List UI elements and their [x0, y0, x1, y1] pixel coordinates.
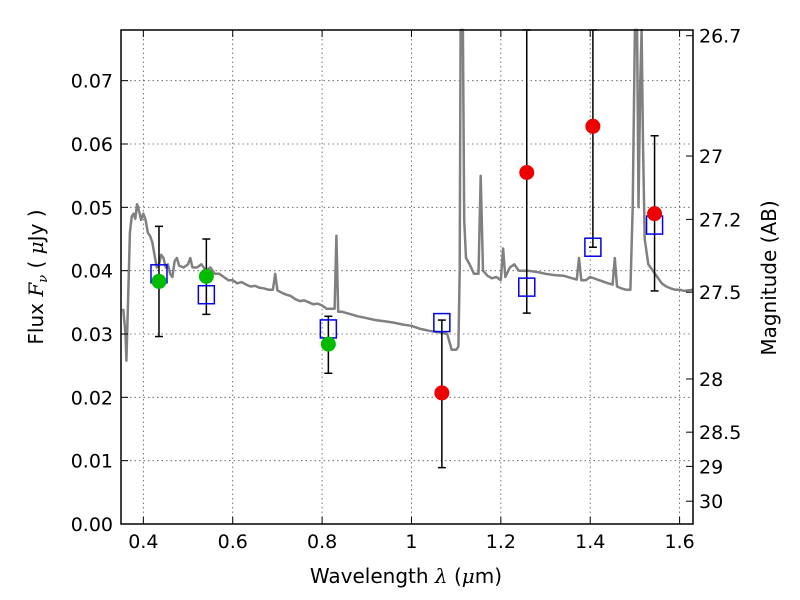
model-spectrum-line	[121, 28, 694, 362]
model-spectrum-layer	[121, 28, 694, 362]
y2-tick-label: 27.2	[699, 209, 741, 231]
x-tick-label: 1.6	[664, 531, 694, 553]
y2-tick-label: 27	[699, 146, 723, 168]
square-marker	[518, 277, 536, 297]
y2-tick-label: 29	[699, 456, 723, 478]
x-tick-label: 0.8	[307, 531, 337, 553]
y-tick-label: 0.06	[71, 134, 113, 156]
x-tick-label: 0.4	[128, 531, 158, 553]
red-point	[519, 165, 535, 180]
square-marker	[433, 312, 451, 333]
x-tick-label: 1.2	[486, 531, 516, 553]
red-point	[647, 206, 663, 222]
y-tick-label: 0.05	[71, 197, 113, 219]
x-tick-label: 0.6	[218, 531, 248, 553]
y-axis-label: Flux Fν ( μJy )	[24, 209, 51, 344]
red-point	[585, 118, 601, 134]
y2-tick-label: 27.5	[699, 282, 741, 304]
y-tick-label: 0.04	[71, 261, 113, 283]
square-marker	[197, 284, 216, 305]
y-tick-label: 0.01	[71, 451, 113, 473]
y-tick-label: 0.07	[71, 71, 113, 93]
green-point	[320, 336, 336, 352]
y2-tick-label: 28.5	[699, 422, 741, 444]
markers-layer	[150, 118, 664, 401]
ticks-layer: 0.4 0.6 0.8 1 1.2 1.4 1.6 0.00 0.01 0.02 0.03 0.04 0…	[71, 26, 742, 553]
error-bars-layer	[154, 29, 659, 469]
red-point	[434, 385, 450, 401]
green-point	[151, 273, 167, 289]
y-tick-label: 0.00	[71, 514, 113, 536]
y-tick-label: 0.02	[71, 387, 113, 409]
y2-tick-label: 28	[699, 369, 723, 391]
x-axis-label: Wavelength λ (μm)	[310, 564, 502, 588]
x-tick-label: 1.4	[575, 531, 605, 553]
x-tick-label: 1	[405, 531, 417, 553]
y-tick-label: 0.03	[71, 324, 113, 346]
y2-tick-label: 30	[699, 491, 723, 513]
square-marker	[584, 237, 602, 257]
y2-tick-label: 26.7	[699, 26, 741, 48]
y2-axis-label: Magnitude (AB)	[757, 200, 781, 355]
plot-frame	[120, 29, 694, 525]
green-point	[198, 268, 214, 284]
